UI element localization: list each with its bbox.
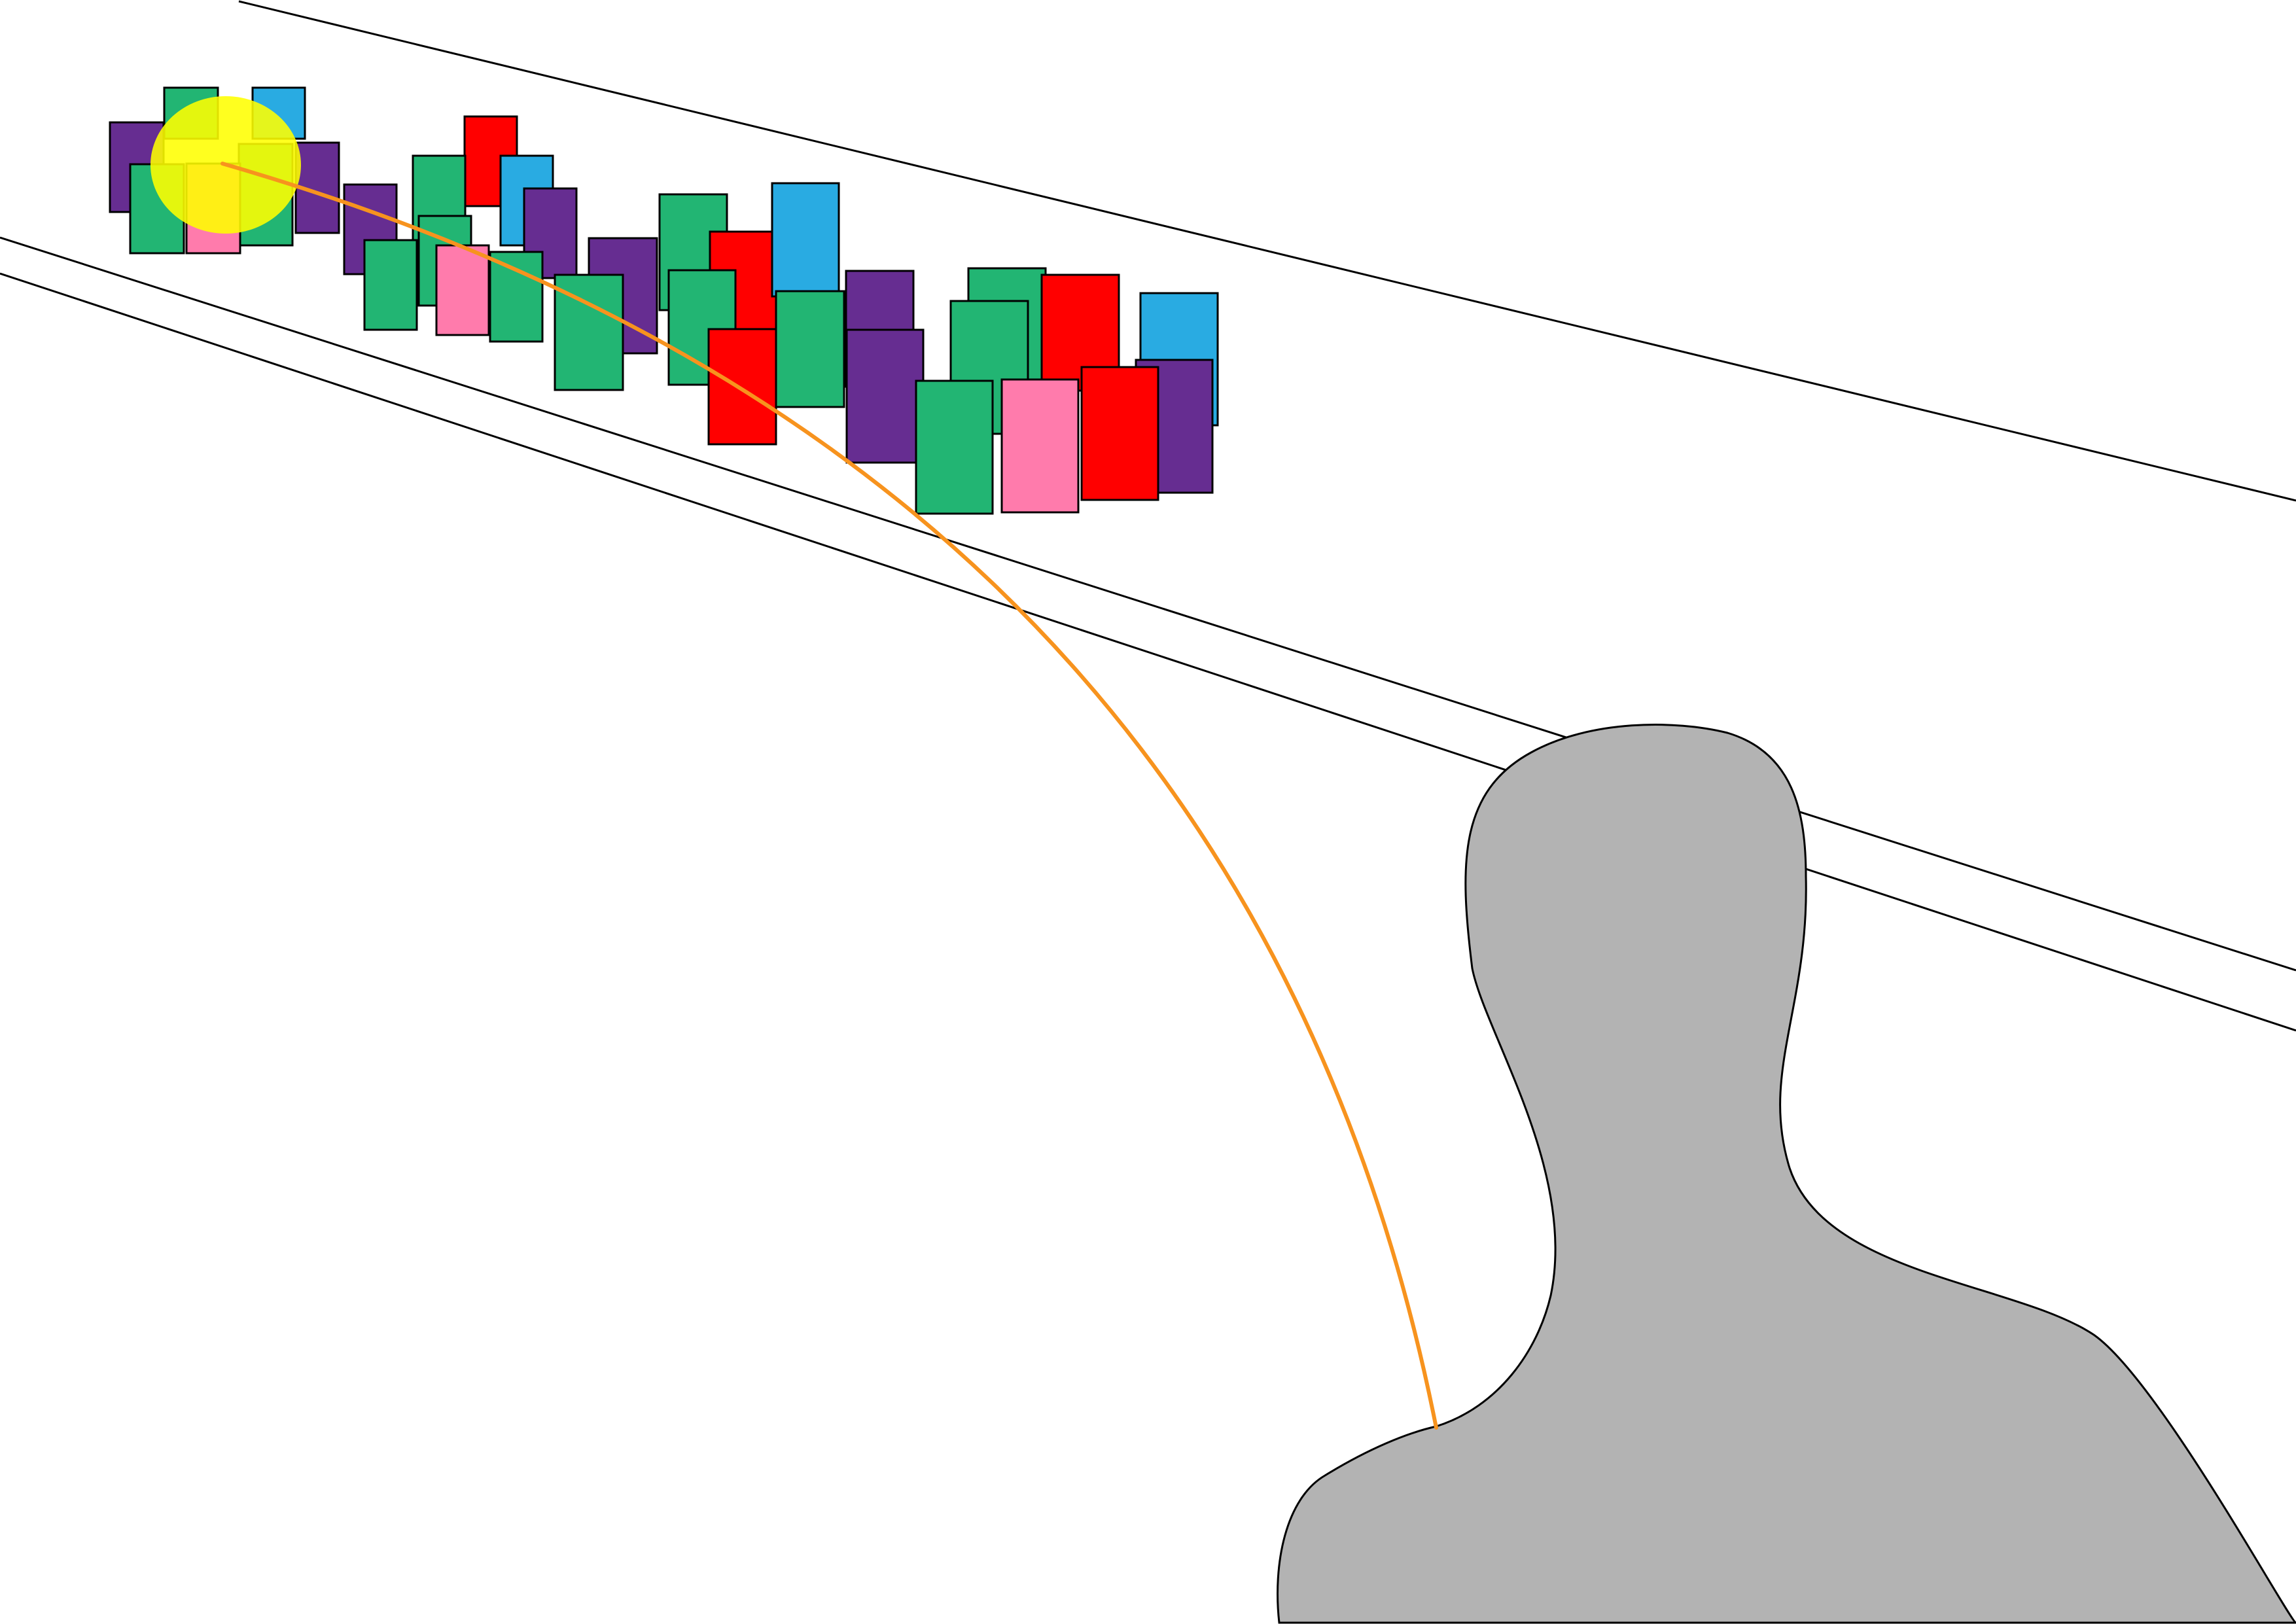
block-green <box>775 290 845 408</box>
block-pink <box>1000 378 1080 514</box>
block-green <box>489 251 544 343</box>
far-edge-line <box>238 0 2296 502</box>
near-edge-line-lower <box>0 272 2296 1032</box>
block-red <box>707 328 777 446</box>
observer-silhouette <box>1277 724 2296 1624</box>
block-green <box>915 380 994 515</box>
block-blue <box>771 182 840 298</box>
block-pink <box>435 244 490 336</box>
block-green <box>363 239 418 331</box>
block-purple <box>845 328 925 464</box>
gaze-ray <box>221 162 1438 1430</box>
near-edge-line-upper <box>0 236 2296 972</box>
block-red <box>1080 366 1159 501</box>
